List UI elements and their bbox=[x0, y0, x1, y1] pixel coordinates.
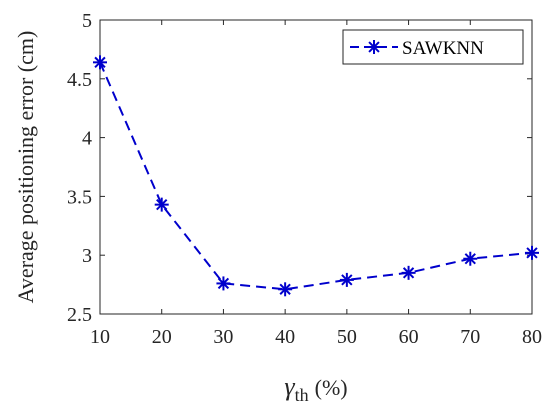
x-tick-label: 60 bbox=[399, 326, 419, 348]
legend-marker bbox=[367, 40, 381, 54]
asterisk-stroke bbox=[341, 274, 353, 286]
data-point-marker bbox=[401, 265, 416, 280]
asterisk-stroke bbox=[526, 247, 538, 259]
asterisk-stroke bbox=[368, 41, 380, 53]
data-point-marker bbox=[339, 272, 354, 287]
data-point-marker bbox=[463, 251, 478, 266]
asterisk-stroke bbox=[402, 267, 415, 279]
asterisk-stroke bbox=[217, 277, 230, 290]
series-layer bbox=[93, 55, 539, 297]
x-tick-label: 40 bbox=[275, 326, 295, 348]
data-point-marker bbox=[278, 282, 293, 297]
asterisk-stroke bbox=[279, 283, 291, 295]
y-tick-label: 4 bbox=[82, 128, 92, 150]
y-tick-label: 2.5 bbox=[67, 304, 92, 326]
y-tick-label: 4.5 bbox=[67, 69, 92, 91]
x-axis-label-subscript: th bbox=[295, 385, 309, 405]
y-tick-label: 3 bbox=[82, 245, 92, 267]
x-tick-label: 10 bbox=[90, 326, 110, 348]
asterisk-stroke bbox=[464, 253, 476, 265]
plot-area bbox=[99, 19, 533, 315]
x-axis-label: γth (%) bbox=[284, 372, 347, 405]
x-tick-label: 50 bbox=[337, 326, 357, 348]
legend-asterisk-icon bbox=[367, 40, 381, 54]
y-axis-ticks: 2.5 3 3.5 4 4.5 5 bbox=[67, 10, 532, 326]
x-tick-label: 80 bbox=[522, 326, 542, 348]
asterisk-stroke bbox=[94, 56, 106, 68]
x-tick-label: 30 bbox=[213, 326, 233, 348]
x-axis-ticks: 10 20 30 40 50 60 70 80 bbox=[90, 20, 542, 348]
x-axis-label-unit: (%) bbox=[315, 375, 348, 400]
data-point-marker bbox=[154, 197, 169, 212]
y-axis-label: Average positioning error (cm) bbox=[13, 31, 38, 304]
y-tick-label: 3.5 bbox=[67, 186, 92, 208]
x-tick-label: 70 bbox=[460, 326, 480, 348]
legend-label: SAWKNN bbox=[402, 38, 484, 59]
data-point-marker bbox=[216, 276, 231, 291]
data-point-marker bbox=[525, 245, 539, 260]
x-tick-label: 20 bbox=[152, 326, 172, 348]
legend: SAWKNN bbox=[342, 29, 524, 65]
x-axis-label-symbol: γ bbox=[284, 372, 295, 401]
asterisk-stroke bbox=[156, 198, 168, 211]
data-point-marker bbox=[93, 55, 107, 70]
y-tick-label: 5 bbox=[82, 10, 92, 32]
